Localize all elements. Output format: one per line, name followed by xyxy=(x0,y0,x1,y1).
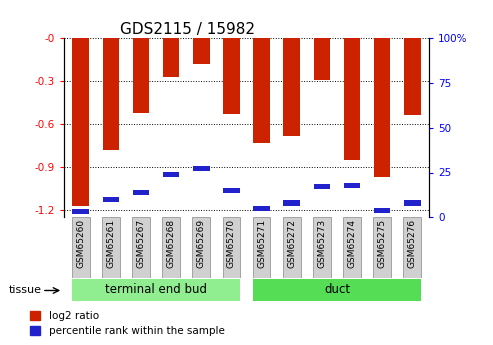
FancyBboxPatch shape xyxy=(162,217,180,278)
Bar xyxy=(103,38,119,150)
Bar xyxy=(72,38,89,206)
Bar xyxy=(314,184,330,189)
Bar xyxy=(344,38,360,160)
Bar xyxy=(72,209,89,215)
Bar xyxy=(163,172,179,177)
Text: GSM65276: GSM65276 xyxy=(408,219,417,268)
FancyBboxPatch shape xyxy=(313,217,331,278)
Bar xyxy=(374,38,390,177)
Bar xyxy=(374,208,390,213)
Bar xyxy=(283,200,300,206)
FancyBboxPatch shape xyxy=(283,217,301,278)
FancyBboxPatch shape xyxy=(343,217,361,278)
FancyBboxPatch shape xyxy=(102,217,120,278)
FancyBboxPatch shape xyxy=(253,279,421,300)
FancyBboxPatch shape xyxy=(132,217,150,278)
Text: GSM65268: GSM65268 xyxy=(167,219,176,268)
Bar xyxy=(404,200,421,206)
Text: terminal end bud: terminal end bud xyxy=(105,283,207,296)
Text: GSM65260: GSM65260 xyxy=(76,219,85,268)
Text: tissue: tissue xyxy=(9,286,42,295)
Bar xyxy=(133,38,149,112)
Text: GDS2115 / 15982: GDS2115 / 15982 xyxy=(120,22,255,37)
Bar xyxy=(314,38,330,80)
Text: GSM65271: GSM65271 xyxy=(257,219,266,268)
FancyBboxPatch shape xyxy=(253,217,271,278)
Text: GSM65261: GSM65261 xyxy=(106,219,115,268)
Bar xyxy=(283,38,300,136)
Bar xyxy=(193,166,210,171)
Text: GSM65267: GSM65267 xyxy=(137,219,145,268)
Bar xyxy=(223,188,240,193)
Bar xyxy=(163,38,179,77)
Bar xyxy=(253,206,270,211)
Bar xyxy=(103,197,119,202)
Text: GSM65272: GSM65272 xyxy=(287,219,296,268)
Text: GSM65274: GSM65274 xyxy=(348,219,356,268)
FancyBboxPatch shape xyxy=(192,217,210,278)
Text: GSM65275: GSM65275 xyxy=(378,219,387,268)
Bar xyxy=(404,38,421,116)
FancyBboxPatch shape xyxy=(373,217,391,278)
FancyBboxPatch shape xyxy=(72,279,240,300)
Text: GSM65273: GSM65273 xyxy=(317,219,326,268)
Legend: log2 ratio, percentile rank within the sample: log2 ratio, percentile rank within the s… xyxy=(30,311,224,336)
Bar xyxy=(223,38,240,114)
Bar xyxy=(253,38,270,143)
Text: duct: duct xyxy=(324,283,350,296)
Bar xyxy=(193,38,210,64)
Bar xyxy=(344,183,360,188)
Text: GSM65270: GSM65270 xyxy=(227,219,236,268)
FancyBboxPatch shape xyxy=(222,217,240,278)
FancyBboxPatch shape xyxy=(72,217,90,278)
Text: GSM65269: GSM65269 xyxy=(197,219,206,268)
FancyBboxPatch shape xyxy=(403,217,421,278)
Bar xyxy=(133,190,149,195)
